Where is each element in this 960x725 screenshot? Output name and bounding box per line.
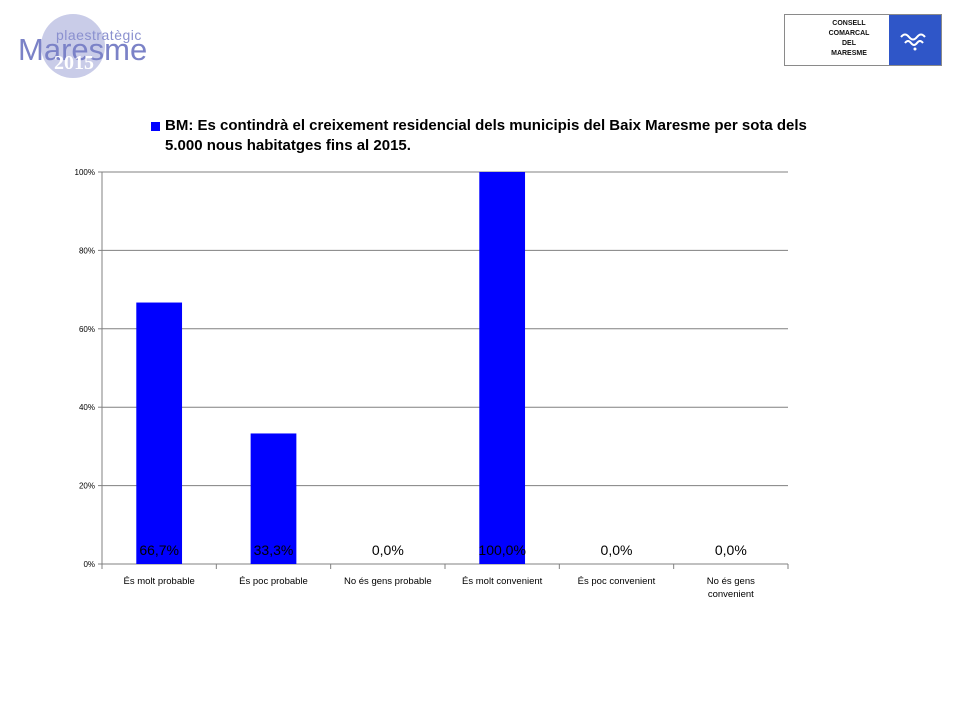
y-tick-label: 20%	[79, 482, 95, 491]
logo-small-text: plaestratègic	[56, 27, 142, 43]
logo-year: 2015	[54, 52, 94, 74]
x-tick-label: És poc convenient	[578, 576, 656, 587]
y-tick-label: 60%	[79, 325, 95, 334]
y-tick-label: 80%	[79, 246, 95, 255]
data-label: 66,7%	[139, 542, 179, 558]
logo-circle	[41, 14, 105, 78]
plaestrategic-logo: plaestratègic Maresme 2015	[14, 10, 148, 82]
waves-emblem-icon	[889, 15, 941, 65]
org-line: CONSELL	[832, 20, 866, 27]
x-tick-label: És poc probable	[239, 576, 308, 587]
bar	[479, 172, 526, 564]
org-name: CONSELL COMARCAL DEL MARESME	[799, 19, 899, 59]
org-line: COMARCAL	[828, 30, 870, 37]
x-tick-label: És molt probable	[124, 576, 195, 587]
data-label: 0,0%	[372, 542, 404, 558]
org-line: MARESME	[831, 50, 867, 57]
bar	[136, 302, 183, 564]
data-label: 0,0%	[601, 542, 633, 558]
org-line: DEL	[842, 40, 856, 47]
y-tick-label: 40%	[79, 403, 95, 412]
data-label: 33,3%	[254, 542, 294, 558]
legend-label: BM: Es contindrà el creixement residenci…	[165, 117, 807, 154]
y-tick-label: 0%	[83, 560, 95, 569]
legend-swatch	[151, 122, 160, 131]
bar	[250, 433, 297, 564]
x-tick-label: És molt convenient	[462, 576, 543, 587]
data-label: 100,0%	[478, 542, 525, 558]
data-label: 0,0%	[715, 542, 747, 558]
y-tick-label: 100%	[75, 168, 95, 177]
logo-big-text: Maresme	[18, 32, 148, 67]
consell-comarcal-logo: CONSELL COMARCAL DEL MARESME	[784, 14, 942, 66]
x-tick-label: No és gens	[707, 576, 755, 587]
x-tick-label: convenient	[708, 589, 754, 600]
x-tick-label: No és gens probable	[344, 576, 432, 587]
